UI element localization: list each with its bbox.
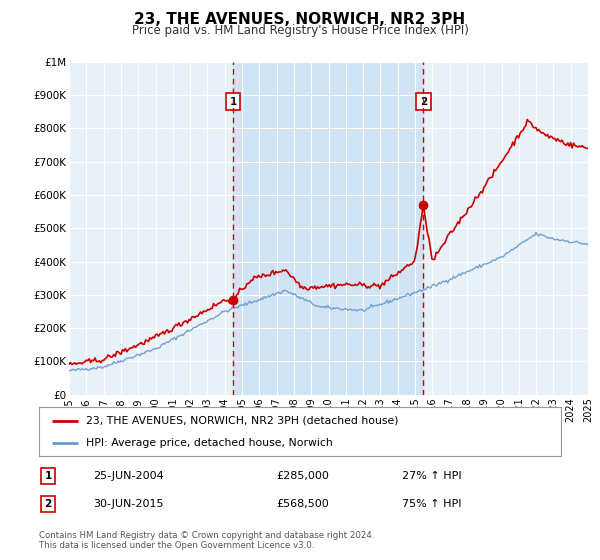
Text: 30-JUN-2015: 30-JUN-2015 — [93, 499, 163, 509]
Text: 75% ↑ HPI: 75% ↑ HPI — [402, 499, 461, 509]
Text: Contains HM Land Registry data © Crown copyright and database right 2024.
This d: Contains HM Land Registry data © Crown c… — [39, 530, 374, 550]
Text: Price paid vs. HM Land Registry's House Price Index (HPI): Price paid vs. HM Land Registry's House … — [131, 24, 469, 37]
Text: £285,000: £285,000 — [276, 471, 329, 481]
Text: 2: 2 — [44, 499, 52, 509]
Text: £568,500: £568,500 — [276, 499, 329, 509]
Bar — [233, 62, 424, 395]
Text: 23, THE AVENUES, NORWICH, NR2 3PH (detached house): 23, THE AVENUES, NORWICH, NR2 3PH (detac… — [86, 416, 398, 426]
Text: 23, THE AVENUES, NORWICH, NR2 3PH: 23, THE AVENUES, NORWICH, NR2 3PH — [134, 12, 466, 27]
Text: 27% ↑ HPI: 27% ↑ HPI — [402, 471, 461, 481]
Text: 1: 1 — [44, 471, 52, 481]
Text: 2: 2 — [420, 96, 427, 106]
Text: HPI: Average price, detached house, Norwich: HPI: Average price, detached house, Norw… — [86, 437, 333, 447]
Text: 25-JUN-2004: 25-JUN-2004 — [93, 471, 164, 481]
Text: 1: 1 — [230, 96, 237, 106]
